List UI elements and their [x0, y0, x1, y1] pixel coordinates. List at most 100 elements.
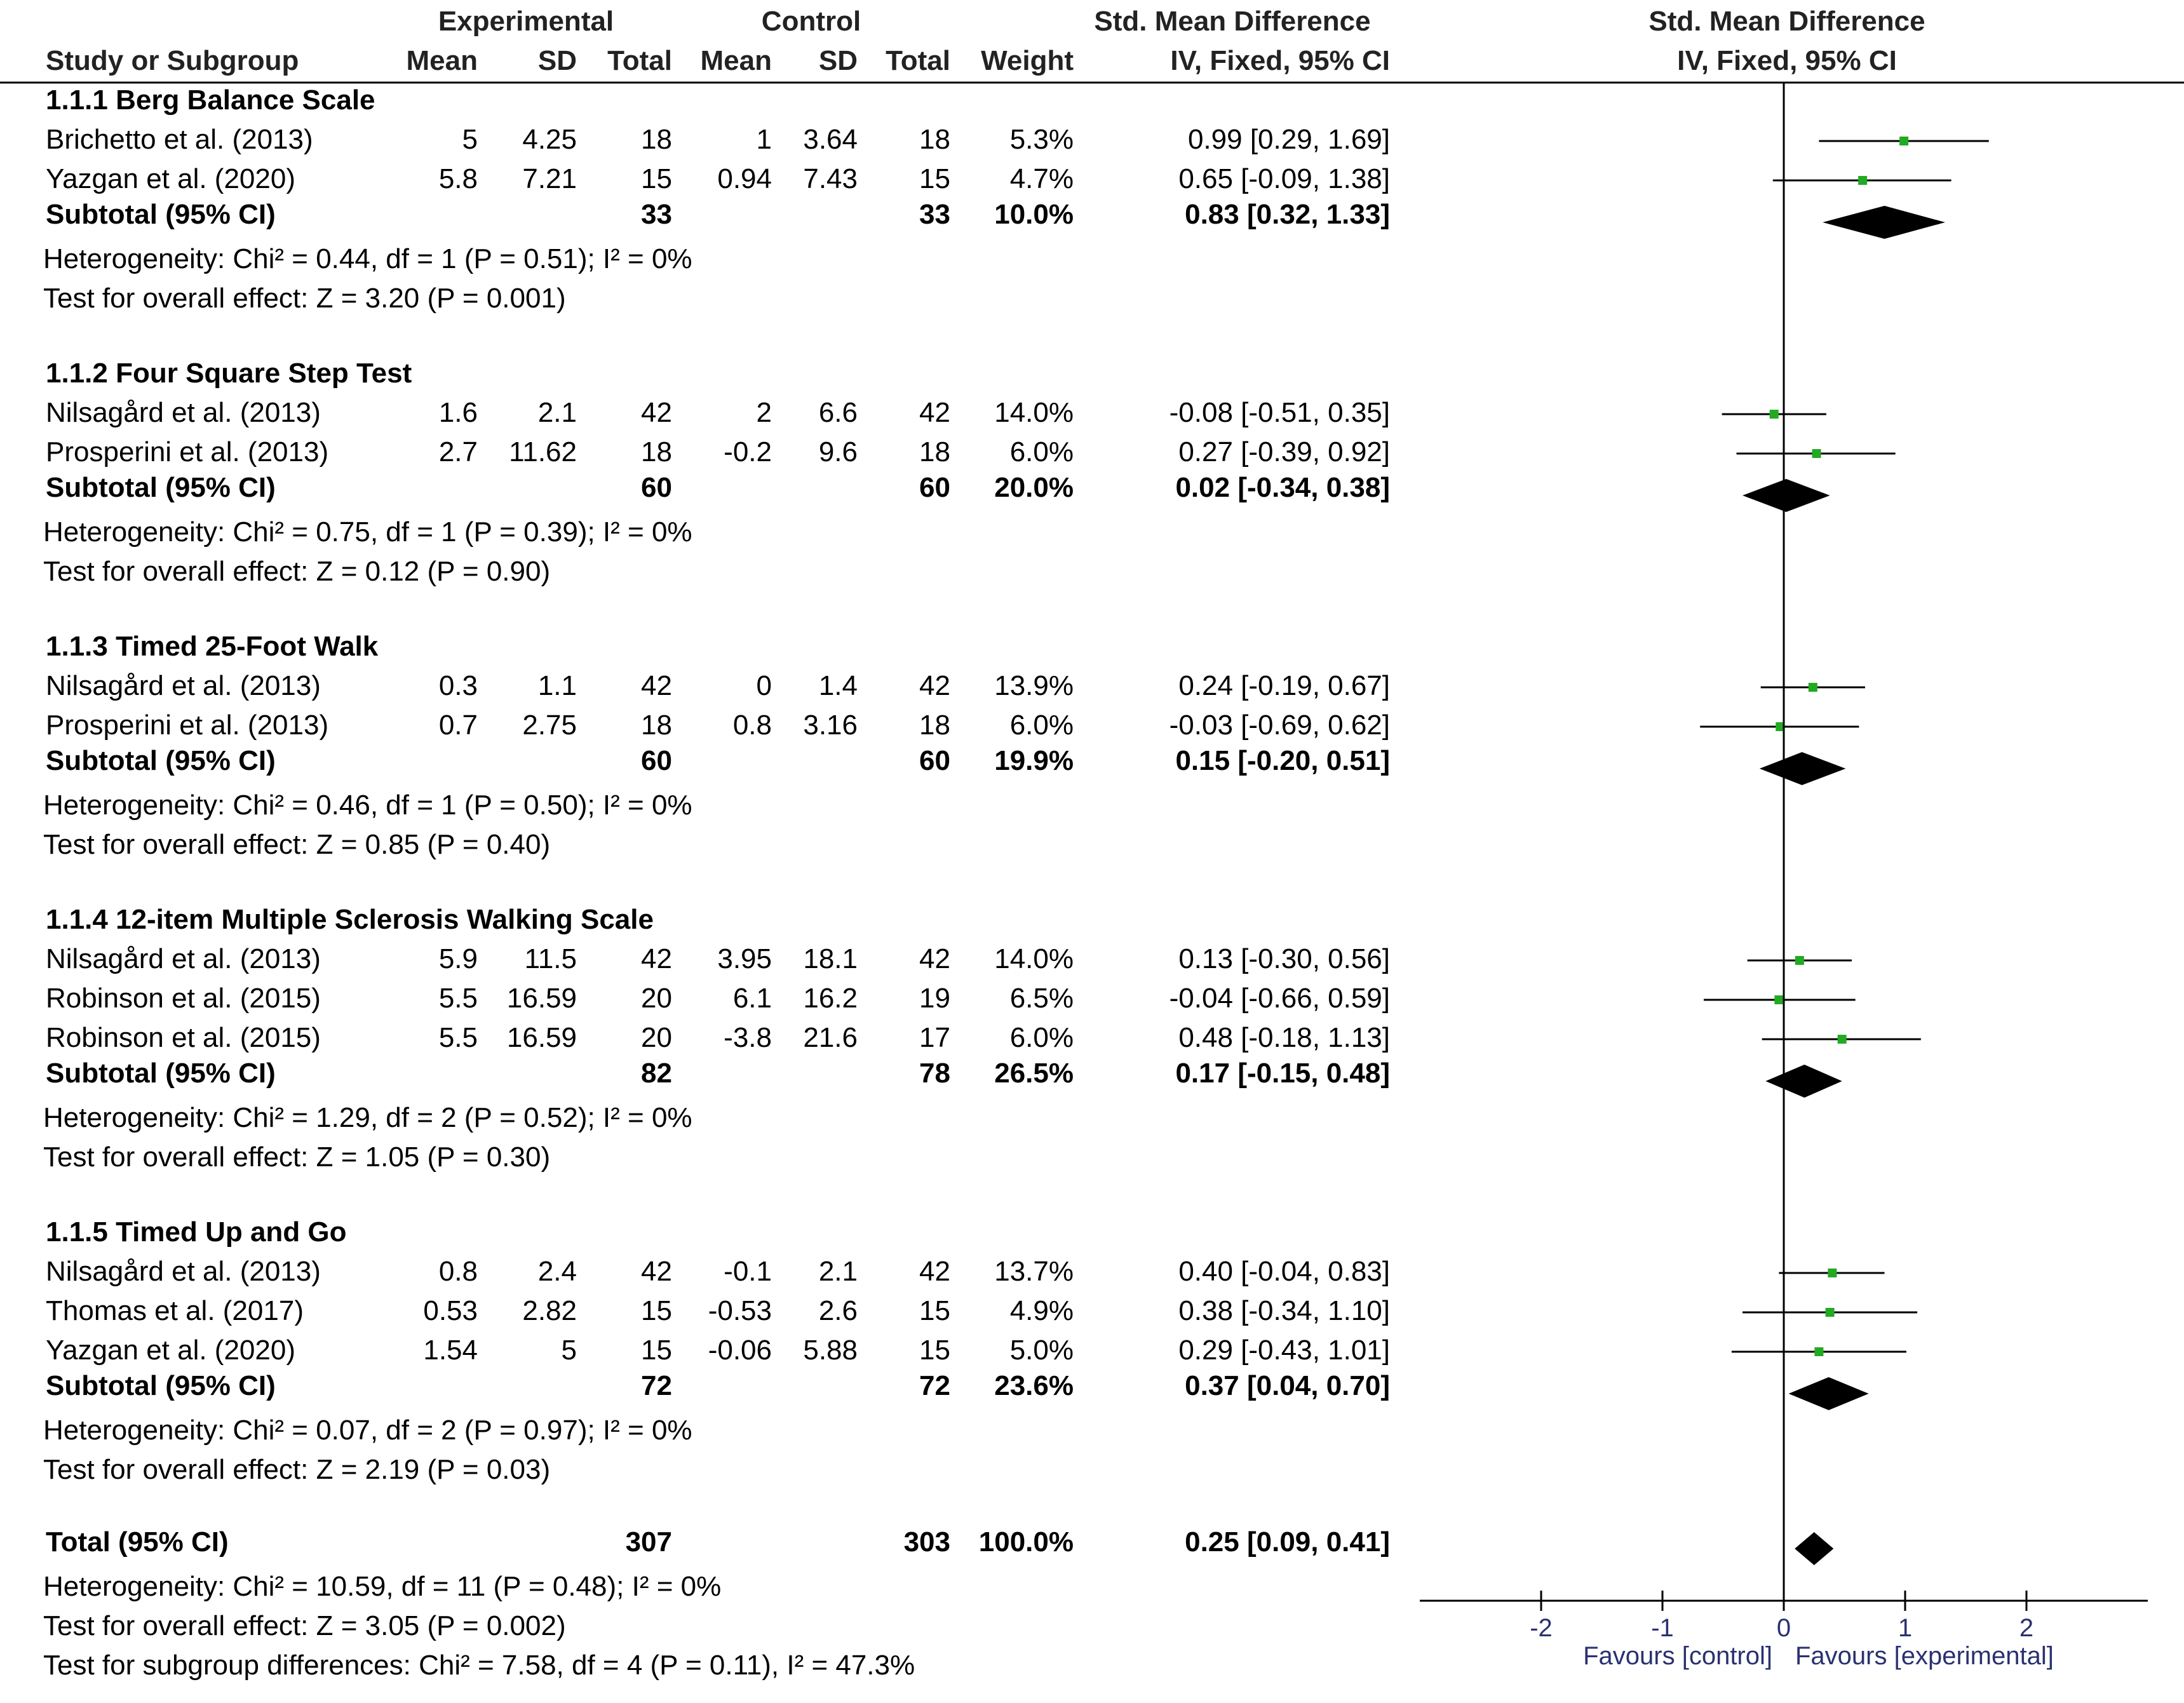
subtotal-exp-total: 60 — [641, 472, 672, 503]
subtotal-diamond — [1742, 479, 1830, 512]
smd-ci-cell: -0.08 [-0.51, 0.35] — [1170, 397, 1390, 428]
subtotal-ctl-total: 72 — [919, 1370, 950, 1401]
x-axis-tick-label: 1 — [1898, 1614, 1912, 1642]
ctl-mean-cell: 6.1 — [733, 983, 772, 1014]
ctl-total-cell: 19 — [919, 983, 950, 1014]
weight-cell: 13.7% — [994, 1256, 1074, 1287]
heterogeneity-text: Heterogeneity: Chi² = 1.29, df = 2 (P = … — [43, 1102, 692, 1133]
subtotal-ctl-total: 33 — [919, 199, 950, 230]
ctl-total-cell: 15 — [919, 163, 950, 194]
ctl-total-cell: 15 — [919, 1295, 950, 1326]
exp-total-cell: 20 — [641, 983, 672, 1014]
ctl-total-cell: 17 — [919, 1022, 950, 1053]
heterogeneity-text: Heterogeneity: Chi² = 0.07, df = 2 (P = … — [43, 1415, 692, 1446]
subtotal-diamond — [1765, 1065, 1842, 1098]
total-overall-effect: Test for overall effect: Z = 3.05 (P = 0… — [43, 1610, 566, 1641]
exp-mean-cell: 0.7 — [439, 710, 478, 741]
exp-mean-cell: 1.6 — [439, 397, 478, 428]
ctl-total-cell: 42 — [919, 397, 950, 428]
smd-ci-cell: 0.99 [0.29, 1.69] — [1188, 124, 1390, 155]
study-name: Thomas et al. (2017) — [46, 1295, 304, 1326]
total-exp-n: 307 — [626, 1526, 672, 1558]
study-effect-marker — [1828, 1269, 1837, 1277]
subtotal-diamond — [1759, 752, 1846, 785]
ctl-sd-cell: 5.88 — [803, 1335, 858, 1366]
total-diamond — [1795, 1532, 1834, 1565]
exp-mean-cell: 5.5 — [439, 983, 478, 1014]
ctl-sd-cell: 16.2 — [803, 983, 858, 1014]
heterogeneity-text: Heterogeneity: Chi² = 0.46, df = 1 (P = … — [43, 790, 692, 821]
exp-total-cell: 15 — [641, 163, 672, 194]
ctl-mean-cell: -0.1 — [724, 1256, 772, 1287]
exp-sd-cell: 4.25 — [522, 124, 577, 155]
exp-sd-cell: 16.59 — [507, 1022, 577, 1053]
exp-mean-cell: 1.54 — [423, 1335, 478, 1366]
ctl-mean-cell: -0.53 — [708, 1295, 772, 1326]
exp-total-cell: 18 — [641, 124, 672, 155]
total-label: Total (95% CI) — [46, 1526, 229, 1558]
study-effect-marker — [1769, 410, 1779, 419]
ctl-total-cell: 42 — [919, 943, 950, 974]
subtotal-label: Subtotal (95% CI) — [46, 472, 276, 503]
study-effect-marker — [1808, 683, 1817, 692]
subtotal-weight: 10.0% — [994, 199, 1074, 230]
exp-mean-cell: 0.8 — [439, 1256, 478, 1287]
exp-total-cell: 42 — [641, 943, 672, 974]
subtotal-ci: 0.15 [-0.20, 0.51] — [1175, 745, 1390, 776]
study-name: Prosperini et al. (2013) — [46, 436, 328, 468]
ctl-mean-cell: 2 — [757, 397, 772, 428]
weight-cell: 6.5% — [1010, 983, 1074, 1014]
ctl-sd-cell: 9.6 — [819, 436, 858, 468]
subtotal-exp-total: 82 — [641, 1058, 672, 1089]
ctl-mean-cell: 3.95 — [717, 943, 772, 974]
exp-total-cell: 18 — [641, 710, 672, 741]
ctl-total-cell: 18 — [919, 710, 950, 741]
smd-ci-cell: -0.03 [-0.69, 0.62] — [1170, 710, 1390, 741]
exp-sd-cell: 11.62 — [509, 436, 577, 468]
smd-ci-cell: 0.13 [-0.30, 0.56] — [1178, 943, 1390, 974]
subtotal-label: Subtotal (95% CI) — [46, 199, 276, 230]
exp-sd-cell: 2.82 — [522, 1295, 577, 1326]
smd-group-header: Std. Mean Difference — [1094, 6, 1370, 37]
exp-mean-cell: 0.3 — [439, 670, 478, 701]
ctl-sd-cell: 2.6 — [819, 1295, 858, 1326]
subtotal-diamond — [1823, 206, 1946, 239]
subtotal-ci: 0.17 [-0.15, 0.48] — [1175, 1058, 1390, 1089]
exp-mean-cell: 5.5 — [439, 1022, 478, 1053]
subgroup-differences: Test for subgroup differences: Chi² = 7.… — [43, 1650, 915, 1681]
ctl-mean-cell: 0.8 — [733, 710, 772, 741]
subtotal-label: Subtotal (95% CI) — [46, 745, 276, 776]
exp-mean-cell: 2.7 — [439, 436, 478, 468]
subtotal-label: Subtotal (95% CI) — [46, 1058, 276, 1089]
subgroup-title: 1.1.2 Four Square Step Test — [46, 358, 412, 389]
control-group-header: Control — [762, 6, 861, 37]
exp-sd-cell: 11.5 — [525, 943, 577, 974]
ctl-mean-cell: -3.8 — [724, 1022, 772, 1053]
favours-experimental-label: Favours [experimental] — [1795, 1642, 2054, 1670]
ctl-mean-cell: -0.2 — [724, 436, 772, 468]
exp-sd-cell: 2.75 — [522, 710, 577, 741]
total-weight: 100.0% — [979, 1526, 1074, 1558]
ctl-sd-cell: 7.43 — [803, 163, 858, 194]
weight-cell: 6.0% — [1010, 1022, 1074, 1053]
exp-total-cell: 18 — [641, 436, 672, 468]
smd-ci-cell: 0.27 [-0.39, 0.92] — [1178, 436, 1390, 468]
x-axis-tick-label: -2 — [1530, 1614, 1553, 1642]
weight-cell: 13.9% — [994, 670, 1074, 701]
heterogeneity-text: Heterogeneity: Chi² = 0.44, df = 1 (P = … — [43, 243, 692, 274]
study-effect-marker — [1814, 1347, 1824, 1356]
weight-cell: 14.0% — [994, 397, 1074, 428]
subgroup-title: 1.1.5 Timed Up and Go — [46, 1216, 347, 1248]
exp-sd-cell: 16.59 — [507, 983, 577, 1014]
ctl-mean-cell: 0.94 — [717, 163, 772, 194]
ctl-total-cell: 18 — [919, 436, 950, 468]
smd-ci-cell: 0.38 [-0.34, 1.10] — [1178, 1295, 1390, 1326]
heterogeneity-text: Heterogeneity: Chi² = 0.75, df = 1 (P = … — [43, 516, 692, 548]
subtotal-label: Subtotal (95% CI) — [46, 1370, 276, 1401]
weight-cell: 4.7% — [1010, 163, 1074, 194]
subtotal-weight: 19.9% — [994, 745, 1074, 776]
ctl-sd-cell: 1.4 — [819, 670, 858, 701]
study-column-header: Study or Subgroup — [46, 45, 299, 76]
ctl-mean-cell: 1 — [757, 124, 772, 155]
